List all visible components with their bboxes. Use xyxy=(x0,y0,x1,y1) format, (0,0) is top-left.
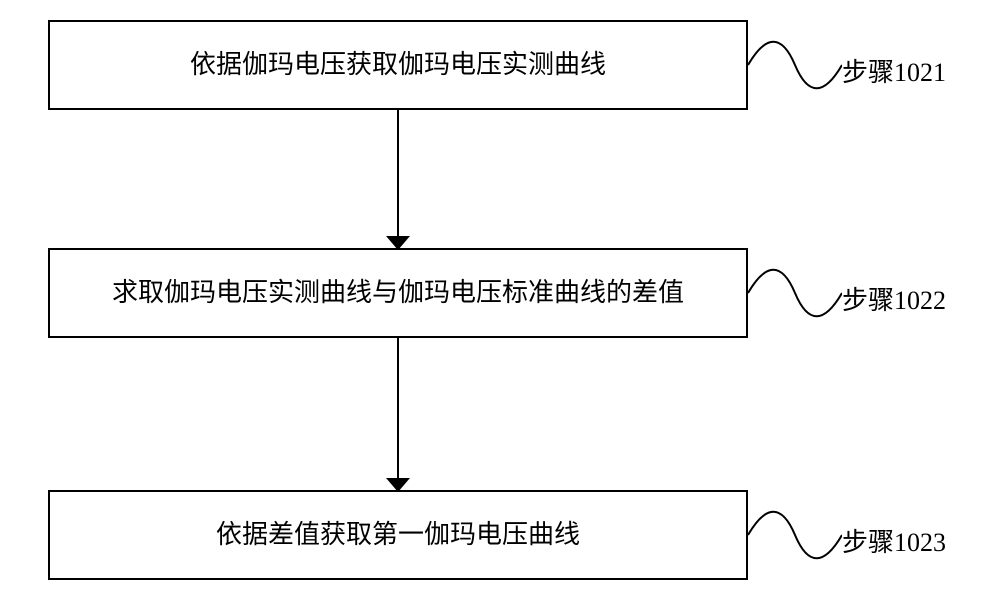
step-box-2: 求取伽玛电压实测曲线与伽玛电压标准曲线的差值 xyxy=(48,248,748,338)
step-box-1: 依据伽玛电压获取伽玛电压实测曲线 xyxy=(48,20,748,110)
step-box-3: 依据差值获取第一伽玛电压曲线 xyxy=(48,490,748,580)
flowchart-canvas: 依据伽玛电压获取伽玛电压实测曲线 求取伽玛电压实测曲线与伽玛电压标准曲线的差值 … xyxy=(0,0,1000,613)
arrow-2-line xyxy=(397,338,399,478)
step-box-1-text: 依据伽玛电压获取伽玛电压实测曲线 xyxy=(190,48,606,82)
step-label-1: 步骤1021 xyxy=(842,52,946,89)
arrow-1-head-icon xyxy=(386,236,410,250)
wave-connector-3-icon xyxy=(748,510,842,560)
arrow-1-line xyxy=(397,110,399,236)
step-label-3: 步骤1023 xyxy=(842,522,946,559)
wave-connector-2-icon xyxy=(748,268,842,318)
step-label-2: 步骤1022 xyxy=(842,280,946,317)
step-box-3-text: 依据差值获取第一伽玛电压曲线 xyxy=(216,518,580,552)
step-box-2-text: 求取伽玛电压实测曲线与伽玛电压标准曲线的差值 xyxy=(112,276,684,310)
wave-connector-1-icon xyxy=(748,40,842,90)
arrow-2-head-icon xyxy=(386,478,410,492)
